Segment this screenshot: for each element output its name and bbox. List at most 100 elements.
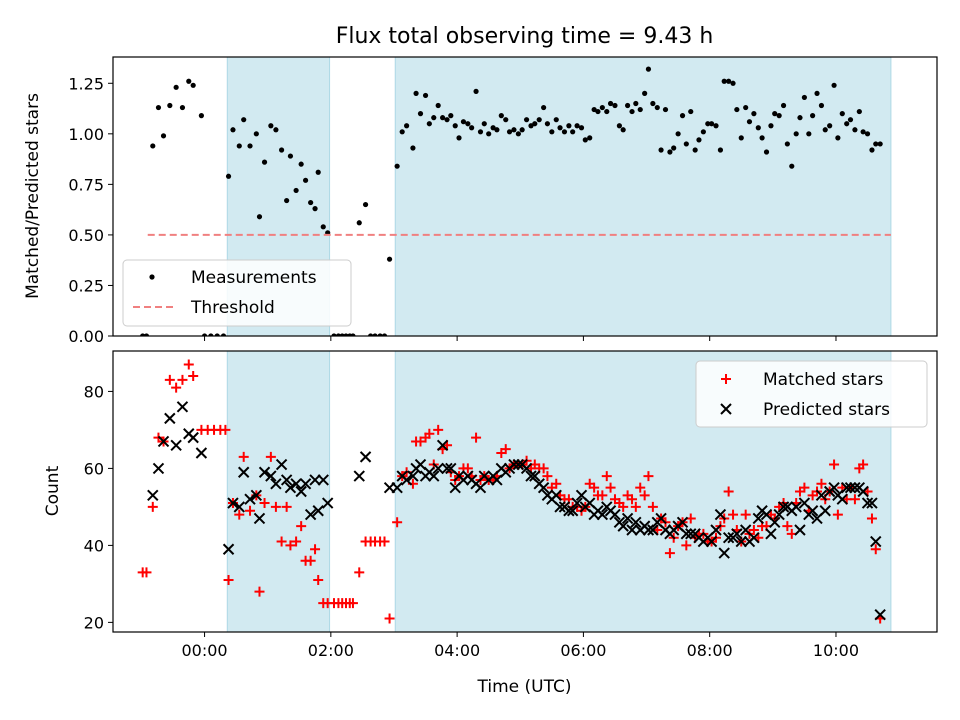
count-data-point xyxy=(276,536,287,547)
count-data-point xyxy=(462,463,473,474)
count-data-point xyxy=(589,482,600,493)
ratio-panel: 0.00 0.25 0.50 0.75 1.00 1.25 Measurements Thre… xyxy=(68,56,938,346)
count-data-point xyxy=(500,444,511,455)
ratio-data-point xyxy=(582,137,588,143)
ratio-data-point xyxy=(620,127,626,133)
ratio-data-point xyxy=(612,102,618,109)
ratio-data-point xyxy=(708,121,715,127)
ratio-data-point xyxy=(553,117,559,123)
count-data-point xyxy=(566,505,579,517)
count-data-point xyxy=(441,462,453,475)
ratio-data-point xyxy=(302,177,309,183)
ratio-data-point xyxy=(835,135,841,141)
ratio-data-point xyxy=(452,123,458,129)
ratio-data-point xyxy=(847,117,854,123)
ratio-data-point xyxy=(654,104,660,111)
count-data-point xyxy=(309,474,321,486)
count-data-point xyxy=(647,524,659,536)
ratio-data-point xyxy=(356,220,362,226)
count-data-point xyxy=(769,516,781,529)
ratio-data-point xyxy=(839,111,845,117)
ratio-data-point xyxy=(320,224,326,230)
ratio-data-point xyxy=(759,135,765,141)
count-ytick-label: 20 xyxy=(84,613,104,632)
count-legend: Matched stars Predicted stars xyxy=(695,360,928,428)
count-data-point xyxy=(680,528,693,540)
ratio-data-point xyxy=(503,117,509,123)
ratio-data-point xyxy=(604,108,610,115)
ratio-data-point xyxy=(772,111,778,117)
ratio-data-point xyxy=(541,104,547,111)
ratio-data-point xyxy=(595,108,601,115)
count-data-point xyxy=(424,428,435,439)
ratio-data-point xyxy=(298,161,304,167)
count-data-point xyxy=(265,451,276,462)
ratio-data-point xyxy=(465,121,471,127)
legend-marker-x xyxy=(720,403,732,415)
ratio-data-point xyxy=(435,102,441,109)
ratio-data-point xyxy=(331,333,337,336)
ratio-data-point xyxy=(481,121,487,127)
count-data-point xyxy=(605,482,616,493)
ratio-data-point xyxy=(394,163,400,169)
count-data-point xyxy=(630,501,641,512)
count-data-point xyxy=(626,524,638,536)
ratio-data-point xyxy=(417,111,424,117)
count-ytick-label: 80 xyxy=(84,382,104,401)
count-data-point xyxy=(379,536,390,547)
ratio-data-point xyxy=(498,113,504,119)
ratio-data-point xyxy=(734,106,740,113)
count-data-point xyxy=(195,447,208,459)
ratio-data-point xyxy=(523,117,530,123)
ratio-data-point xyxy=(599,104,605,111)
ratio-data-point xyxy=(763,149,770,155)
ratio-data-point xyxy=(810,113,816,119)
count-data-point xyxy=(828,481,840,494)
ratio-data-point xyxy=(852,127,858,133)
count-data-point xyxy=(819,505,831,517)
ratio-data-point xyxy=(477,129,484,135)
count-data-point xyxy=(391,481,403,494)
count-data-point xyxy=(635,482,646,493)
count-data-point xyxy=(317,474,329,486)
count-data-point xyxy=(433,424,444,435)
count-data-point xyxy=(664,548,675,559)
count-data-point xyxy=(141,567,152,578)
legend-label: Matched stars xyxy=(763,370,883,390)
ratio-data-point xyxy=(746,119,753,125)
count-data-point xyxy=(220,424,231,435)
ratio-data-point xyxy=(273,127,279,133)
count-data-point xyxy=(258,466,271,478)
count-data-point xyxy=(254,586,265,597)
ratio-data-point xyxy=(426,121,432,127)
ratio-data-point xyxy=(570,129,576,135)
ratio-data-point xyxy=(143,333,150,336)
ratio-data-point xyxy=(662,106,669,113)
count-data-point xyxy=(542,471,553,482)
ratio-data-point xyxy=(413,90,419,96)
ratio-axes-frame xyxy=(112,56,938,337)
count-data-point xyxy=(290,478,302,490)
legend-label: Measurements xyxy=(191,268,317,288)
count-data-point xyxy=(627,494,638,505)
ratio-data-point xyxy=(506,129,513,135)
count-data-point xyxy=(265,470,277,482)
ratio-ytick-label: 1.00 xyxy=(68,125,104,144)
count-data-point xyxy=(245,505,256,516)
count-data-point xyxy=(714,508,727,521)
ratio-data-point xyxy=(688,108,694,115)
ratio-data-point xyxy=(625,102,631,109)
count-data-point xyxy=(777,501,790,513)
ratio-data-point xyxy=(789,163,795,169)
ratio-data-point xyxy=(261,159,268,165)
ratio-data-point xyxy=(671,145,677,151)
ratio-data-point xyxy=(284,197,290,204)
count-data-point xyxy=(630,516,642,529)
count-data-point xyxy=(471,432,482,443)
count-data-point xyxy=(816,478,827,489)
ratio-data-point xyxy=(386,256,393,262)
ratio-shaded-interval xyxy=(395,57,891,336)
ratio-data-point xyxy=(399,129,405,135)
ratio-data-point xyxy=(738,135,744,141)
